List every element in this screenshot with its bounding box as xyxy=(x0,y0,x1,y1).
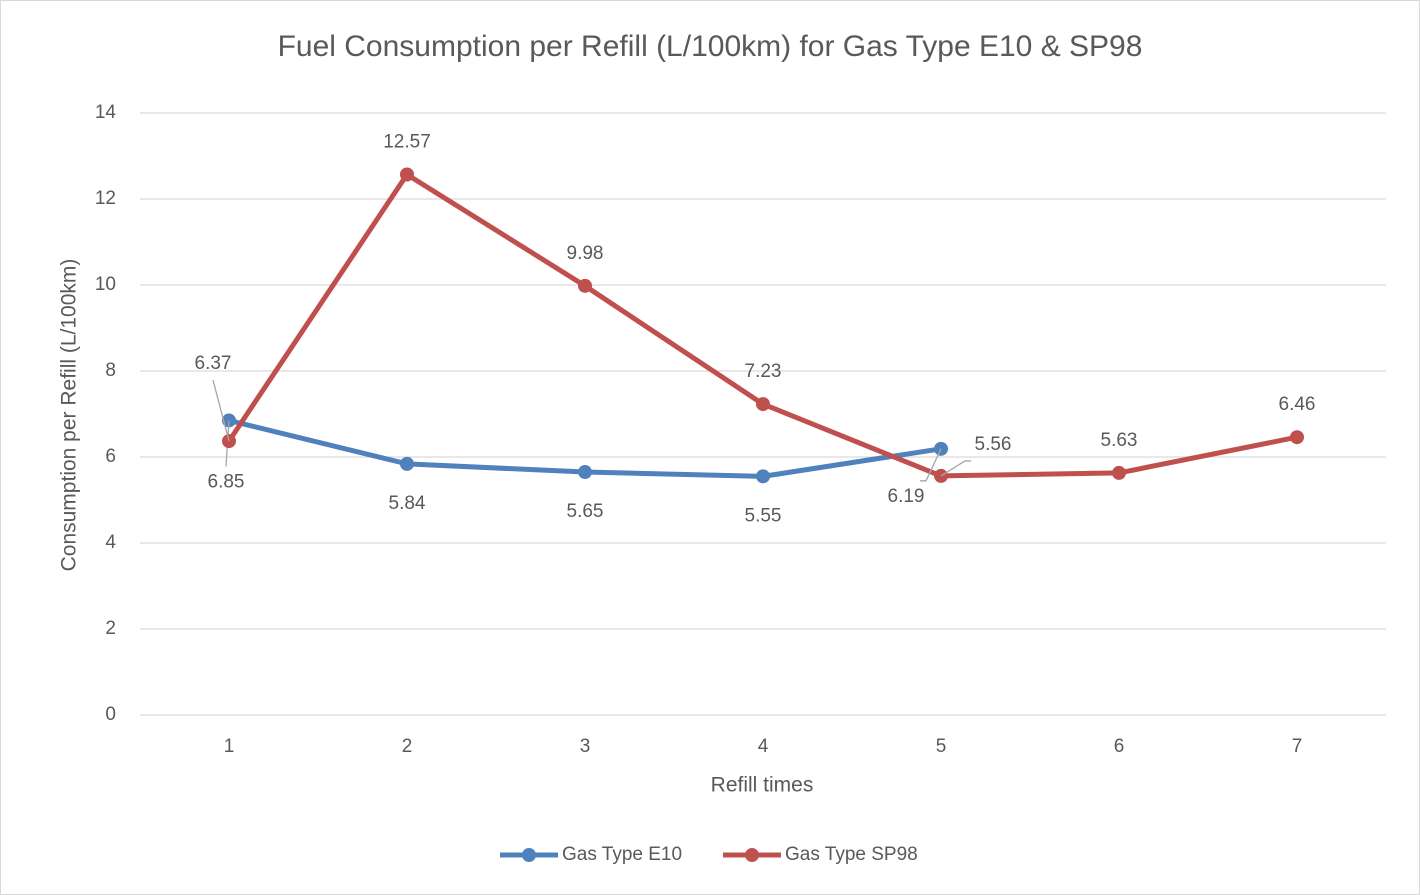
y-tick-label: 14 xyxy=(95,102,117,123)
point-marker xyxy=(400,456,414,471)
leader-line xyxy=(940,460,971,477)
y-tick-label: 10 xyxy=(95,274,116,295)
point-marker xyxy=(1112,465,1126,480)
legend-label: Gas Type SP98 xyxy=(785,844,918,865)
chart-title: Fuel Consumption per Refill (L/100km) fo… xyxy=(278,30,1143,63)
data-label: 5.63 xyxy=(1101,430,1138,451)
x-tick-label: 7 xyxy=(1292,736,1303,757)
x-tick-label: 5 xyxy=(936,736,947,757)
data-label: 5.56 xyxy=(975,434,1012,455)
x-tick-label: 6 xyxy=(1114,736,1125,757)
data-label: 5.65 xyxy=(567,501,604,522)
point-marker xyxy=(400,167,414,182)
y-tick-label: 6 xyxy=(105,446,116,467)
data-label: 5.55 xyxy=(745,505,782,526)
data-label: 6.85 xyxy=(208,471,245,492)
leader-line xyxy=(920,448,942,482)
x-tick-label: 1 xyxy=(224,736,235,757)
point-marker xyxy=(756,397,770,412)
y-tick-label: 0 xyxy=(105,704,116,725)
x-tick-label: 2 xyxy=(402,736,413,757)
y-tick-label: 12 xyxy=(95,188,116,209)
data-label: 6.37 xyxy=(195,353,232,374)
data-label: 9.98 xyxy=(567,243,604,264)
y-tick-label: 4 xyxy=(105,532,116,553)
y-tick-label: 8 xyxy=(105,360,116,381)
point-marker xyxy=(578,278,592,293)
data-label: 5.84 xyxy=(389,493,426,514)
data-label: 6.46 xyxy=(1279,394,1316,415)
legend-marker xyxy=(522,848,536,862)
point-marker xyxy=(1290,430,1304,445)
legend-marker xyxy=(745,848,759,862)
leader-line xyxy=(212,379,230,442)
x-tick-label: 4 xyxy=(758,736,769,757)
x-axis-label: Refill times xyxy=(711,774,814,797)
y-tick-label: 2 xyxy=(105,618,116,639)
legend-label: Gas Type E10 xyxy=(562,844,682,865)
point-marker xyxy=(756,469,770,484)
y-axis-label: Consumption per Refill (L/100km) xyxy=(58,259,81,572)
data-label: 7.23 xyxy=(745,361,782,382)
point-marker xyxy=(578,465,592,480)
data-label: 6.19 xyxy=(888,486,925,507)
data-label: 12.57 xyxy=(383,132,431,153)
x-tick-label: 3 xyxy=(580,736,591,757)
